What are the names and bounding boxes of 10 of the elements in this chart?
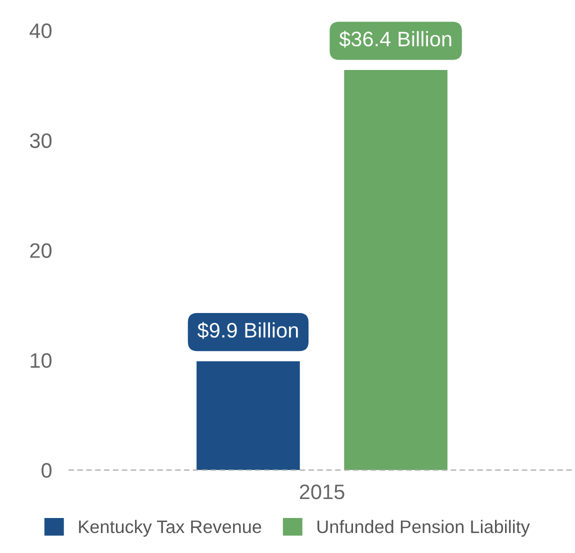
y-tick-label: 0 [42, 463, 52, 478]
legend-label: Unfunded Pension Liability [318, 520, 530, 537]
y-tick-label: 40 [30, 23, 52, 38]
y-tick-label: 30 [30, 133, 52, 148]
x-tick-label: 2015 [300, 484, 344, 500]
legend-label: Kentucky Tax Revenue [79, 520, 262, 537]
y-tick-label: 10 [30, 353, 52, 368]
data-label: $36.4 Billion [339, 30, 452, 48]
y-tick-label: 20 [30, 243, 52, 258]
data-label: $9.9 Billion [197, 322, 298, 339]
